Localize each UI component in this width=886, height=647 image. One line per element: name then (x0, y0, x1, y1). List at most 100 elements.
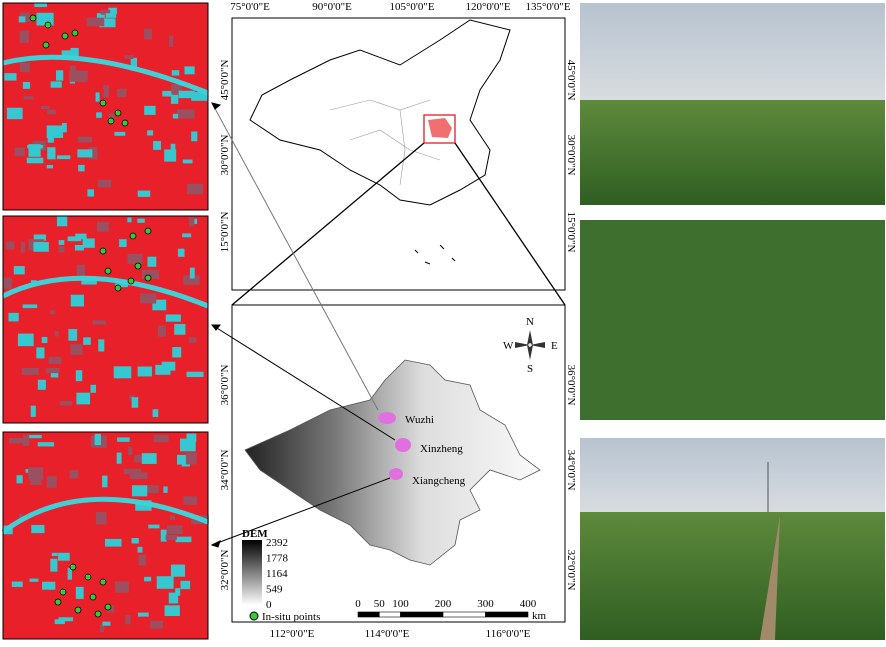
land-patch (186, 371, 204, 378)
land-patch (175, 588, 181, 596)
land-patch (191, 131, 198, 142)
land-patch (164, 149, 177, 162)
land-patch (170, 564, 186, 577)
land-patch (50, 558, 58, 572)
photos (580, 3, 885, 640)
lat-label: 34°0'0"N (565, 450, 577, 491)
land-patch (77, 136, 93, 143)
land-patch (176, 109, 195, 119)
compass-w: W (503, 340, 514, 352)
lat-label: 15°0'0"N (219, 212, 231, 253)
land-patch (150, 620, 163, 629)
photo-field (580, 100, 885, 205)
connector (454, 142, 566, 306)
land-patch (54, 331, 59, 337)
land-patch (169, 35, 174, 48)
lat-label: 15°0'0"N (565, 212, 577, 253)
lat-label: 30°0'0"N (565, 135, 577, 176)
arrowheads (210, 102, 222, 548)
in-situ-point (104, 267, 112, 275)
lon-label: 114°0'0"E (365, 628, 410, 640)
scale-segment (378, 611, 401, 618)
land-patch (56, 216, 68, 227)
china-outline (249, 19, 511, 206)
site-label: Xinzheng (420, 443, 463, 455)
scale-label: 200 (435, 598, 452, 610)
lon-label: 135°0'0"E (525, 1, 570, 13)
land-patch (41, 105, 50, 110)
land-patch (59, 401, 73, 406)
land-patch (165, 534, 177, 540)
in-situ-point (144, 227, 152, 235)
lat-label: 34°0'0"N (219, 450, 231, 491)
land-patch (51, 552, 58, 557)
in-situ-point (59, 588, 67, 596)
land-patch (129, 472, 148, 480)
land-patch (131, 538, 139, 544)
image-border (2, 431, 209, 640)
land-patch (48, 356, 62, 364)
land-patch (30, 479, 42, 486)
land-patch (131, 485, 148, 497)
site-areas (378, 412, 411, 480)
land-patch (58, 240, 65, 245)
land-patch (30, 405, 36, 417)
land-patch (183, 496, 198, 505)
land-patch (77, 149, 93, 158)
land-patch (58, 617, 74, 622)
land-patch (61, 50, 73, 60)
scale-segment (485, 611, 529, 618)
scale-segment (357, 611, 380, 618)
land-patch (180, 580, 191, 590)
image-border (2, 2, 209, 211)
land-patch (19, 62, 30, 73)
land-patch (69, 70, 88, 82)
henan (428, 118, 452, 138)
lon-label: 120°0'0"E (465, 1, 510, 13)
land-patch (162, 90, 173, 97)
land-patch (13, 266, 25, 275)
arrow (211, 324, 396, 441)
lat-label: 36°0'0"N (219, 365, 231, 406)
lon-label: 105°0'0"E (389, 1, 434, 13)
land-patch (50, 310, 56, 315)
land-patch (137, 190, 151, 197)
land-patch (83, 337, 91, 345)
lat-label: 45°0'0"N (219, 60, 231, 101)
land-patch (124, 55, 134, 60)
land-patch (156, 576, 174, 589)
land-patch (18, 16, 26, 23)
land-patch (46, 125, 64, 138)
land-patch (16, 475, 23, 484)
land-patch (8, 312, 19, 322)
compass-e: E (551, 340, 558, 352)
in-situ-point (42, 41, 50, 49)
land-patch (102, 621, 111, 626)
land-patch (174, 324, 186, 335)
legend-point (249, 611, 259, 621)
land-patch (108, 7, 117, 15)
study-area-box (423, 114, 456, 144)
in-situ-point (94, 610, 102, 618)
scale-label: 300 (477, 598, 494, 610)
land-patch (76, 264, 86, 277)
arrow (211, 477, 391, 546)
land-patch (160, 529, 167, 542)
in-situ-point (114, 284, 122, 292)
henan-map (231, 304, 566, 623)
land-patch (182, 159, 193, 164)
river (1, 275, 209, 309)
land-patch (153, 141, 162, 150)
land-patch (90, 384, 96, 393)
lon-label: 116°0'0"E (486, 628, 531, 640)
legend-value: 1778 (266, 553, 289, 565)
land-patch (168, 592, 179, 604)
land-patch (23, 96, 34, 100)
land-patch (34, 3, 48, 8)
land-patch (22, 304, 38, 309)
land-patch (75, 370, 83, 382)
lat-label: 45°0'0"N (565, 60, 577, 101)
land-patch (47, 134, 54, 143)
land-patch (20, 242, 26, 253)
land-patch (186, 183, 204, 195)
